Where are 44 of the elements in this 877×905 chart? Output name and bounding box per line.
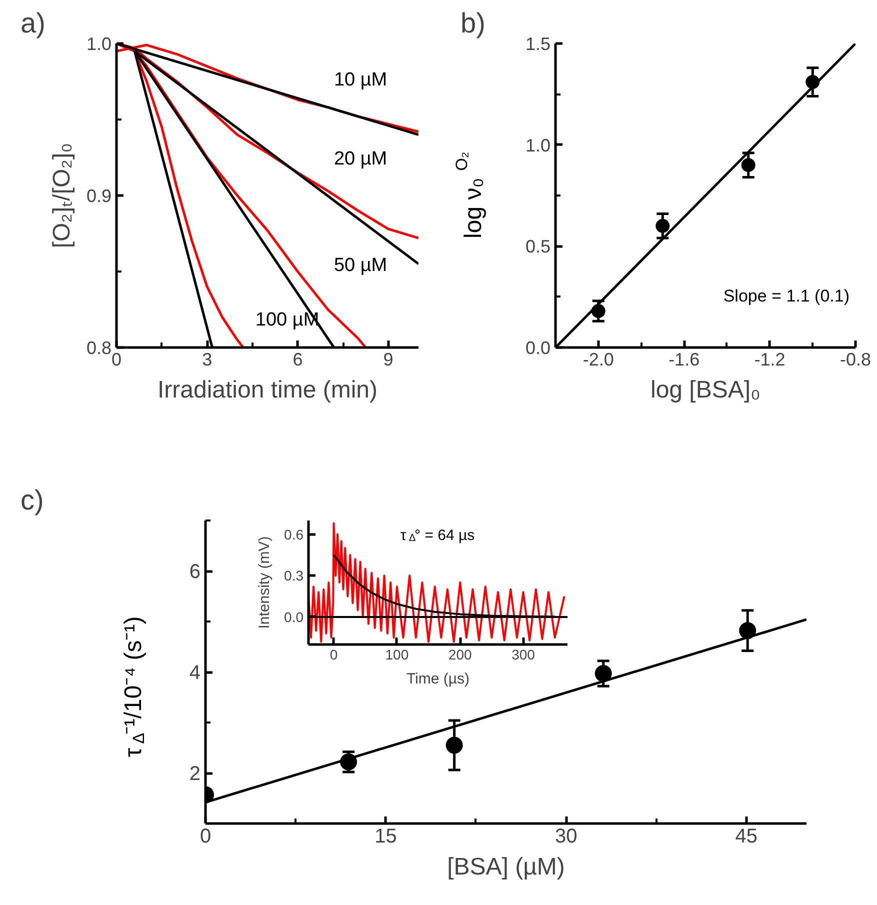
- y-tick-label: 0.8: [86, 338, 112, 358]
- x-tick-label: 0: [111, 350, 122, 370]
- y-tick-label: 1.0: [525, 135, 551, 156]
- x-tick-label: 100: [385, 646, 409, 662]
- x-tick-label: 30: [554, 826, 578, 848]
- chart-title: c): [20, 484, 44, 516]
- y-tick-label: 0.6: [284, 526, 304, 542]
- chart-title: a): [20, 8, 46, 38]
- y-axis-title: Intensity (mV): [256, 536, 274, 629]
- x-tick-label: 45: [735, 826, 758, 848]
- x-tick-label: 200: [448, 646, 472, 662]
- x-tick-label: -1.2: [754, 350, 786, 370]
- x-tick-label: 3: [202, 350, 212, 370]
- y-tick-label: 4: [189, 662, 200, 684]
- x-tick-label: -2.0: [582, 350, 614, 370]
- annotation: 20 µM: [334, 148, 388, 170]
- x-tick-label: -1.6: [668, 350, 700, 370]
- annotation: Slope = 1.1 (0.1): [723, 286, 850, 306]
- y-tick-label: 0.3: [284, 568, 304, 584]
- y-tick-label: 0.0: [525, 338, 551, 358]
- y-tick-label: 0.9: [86, 186, 112, 206]
- y-tick-label: 6: [189, 561, 200, 583]
- x-tick-label: 0: [200, 826, 212, 848]
- x-tick-label: 15: [374, 826, 397, 848]
- y-axis-title: log ν₀O₂: [452, 152, 487, 238]
- chart-title: b): [460, 8, 486, 38]
- x-axis-title: log [BSA]₀: [650, 376, 761, 404]
- x-tick-label: 300: [512, 646, 536, 662]
- x-tick-label: 9: [383, 350, 394, 370]
- y-axis-title: τΔ⁻¹/10⁻⁴ (s⁻¹): [120, 616, 148, 758]
- annotation: 50 µM: [334, 254, 388, 276]
- x-tick-label: -0.8: [840, 350, 872, 370]
- x-axis-title: Time (µs): [406, 670, 470, 688]
- y-tick-label: 1.5: [525, 34, 551, 54]
- y-tick-label: 2: [189, 763, 200, 785]
- y-tick-label: 0.5: [525, 236, 551, 257]
- annotation: τΔ° = 64 µs: [400, 526, 475, 544]
- y-tick-label: 1.0: [86, 34, 112, 54]
- x-axis-title: [BSA] (µM): [447, 854, 565, 880]
- y-tick-label: 0.0: [284, 608, 304, 625]
- y-axis-title: [O₂]ₜ/[O₂]₀: [48, 142, 76, 248]
- x-tick-label: 0: [330, 646, 338, 662]
- x-axis-title: Irradiation time (min): [157, 376, 378, 404]
- annotation: 10 µM: [334, 69, 388, 90]
